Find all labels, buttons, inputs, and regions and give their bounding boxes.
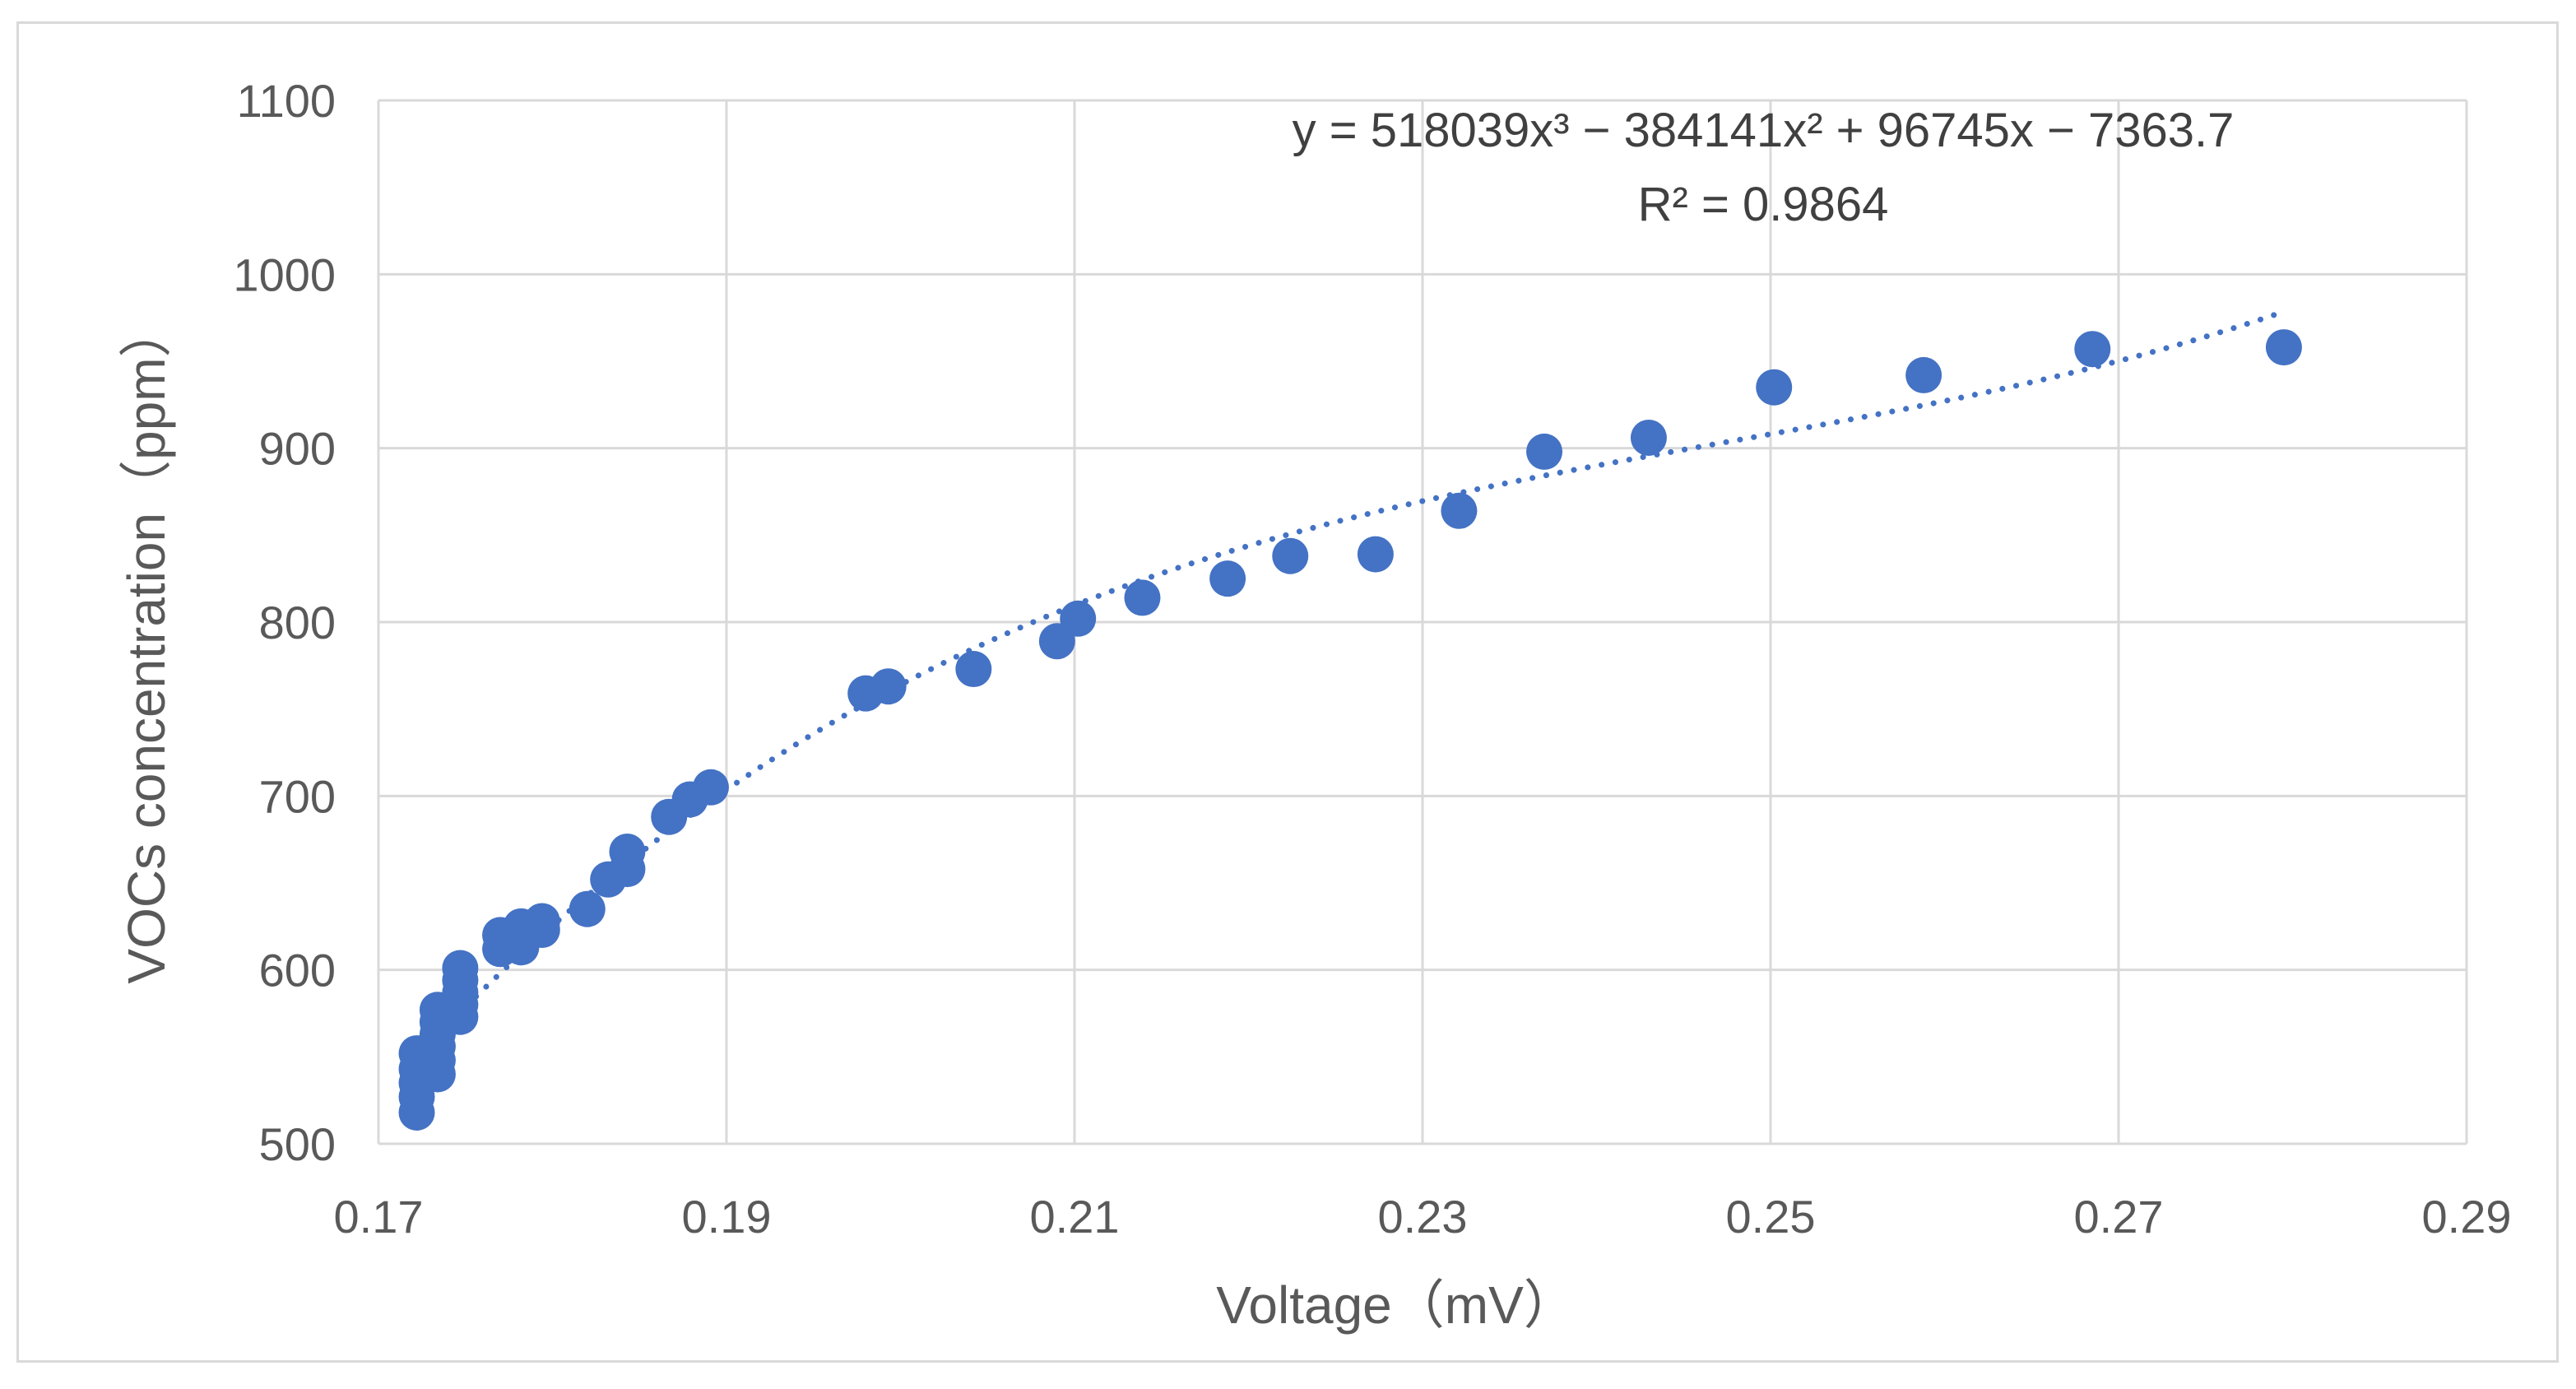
- y-axis-title: VOCs concentration（ppm）: [117, 304, 176, 983]
- trendline-equation: y = 518039x³ − 384141x² + 96745x − 7363.…: [1293, 104, 2235, 157]
- data-point: [692, 769, 729, 806]
- data-point: [1060, 600, 1097, 637]
- x-tick-label: 0.17: [334, 1191, 424, 1243]
- x-tick-label: 0.25: [1726, 1191, 1816, 1243]
- polynomial-trendline: [414, 309, 2287, 1060]
- x-tick-label: 0.21: [1030, 1191, 1120, 1243]
- data-point: [1124, 579, 1161, 616]
- x-tick-label: 0.19: [682, 1191, 772, 1243]
- data-point: [523, 903, 560, 940]
- data-points: [398, 329, 2302, 1131]
- x-axis-tick-labels: 0.17 0.19 0.21 0.23 0.25 0.27 0.29: [334, 1191, 2512, 1243]
- x-axis-title: Voltage（mV）: [1216, 1275, 1576, 1335]
- data-point: [1441, 492, 1478, 529]
- y-tick-label: 800: [259, 597, 336, 648]
- y-tick-label: 900: [259, 423, 336, 475]
- data-point: [609, 833, 646, 870]
- data-point: [2265, 329, 2302, 366]
- data-point: [2074, 331, 2111, 368]
- data-point: [1526, 433, 1563, 470]
- y-tick-label: 1000: [233, 249, 336, 300]
- data-point: [1756, 369, 1793, 406]
- r-squared-label: R² = 0.9864: [1638, 178, 1889, 231]
- data-point: [955, 651, 992, 688]
- x-tick-label: 0.27: [2074, 1191, 2164, 1243]
- data-point: [1357, 536, 1394, 573]
- data-point: [1209, 560, 1246, 597]
- x-tick-label: 0.29: [2422, 1191, 2512, 1243]
- y-tick-label: 500: [259, 1118, 336, 1170]
- data-point: [870, 668, 907, 705]
- data-point: [1905, 356, 1942, 393]
- data-point: [442, 950, 479, 987]
- y-tick-label: 600: [259, 945, 336, 996]
- data-point: [1630, 419, 1667, 456]
- grid-lines: [377, 99, 2468, 1145]
- data-point: [1272, 537, 1309, 574]
- y-tick-label: 700: [259, 770, 336, 822]
- chart-frame: [16, 21, 2559, 1363]
- y-tick-label: 1100: [237, 75, 336, 127]
- x-tick-label: 0.23: [1378, 1191, 1468, 1243]
- y-axis-tick-labels: 500 600 700 800 900 1000 1100: [233, 75, 336, 1170]
- data-point: [569, 890, 606, 927]
